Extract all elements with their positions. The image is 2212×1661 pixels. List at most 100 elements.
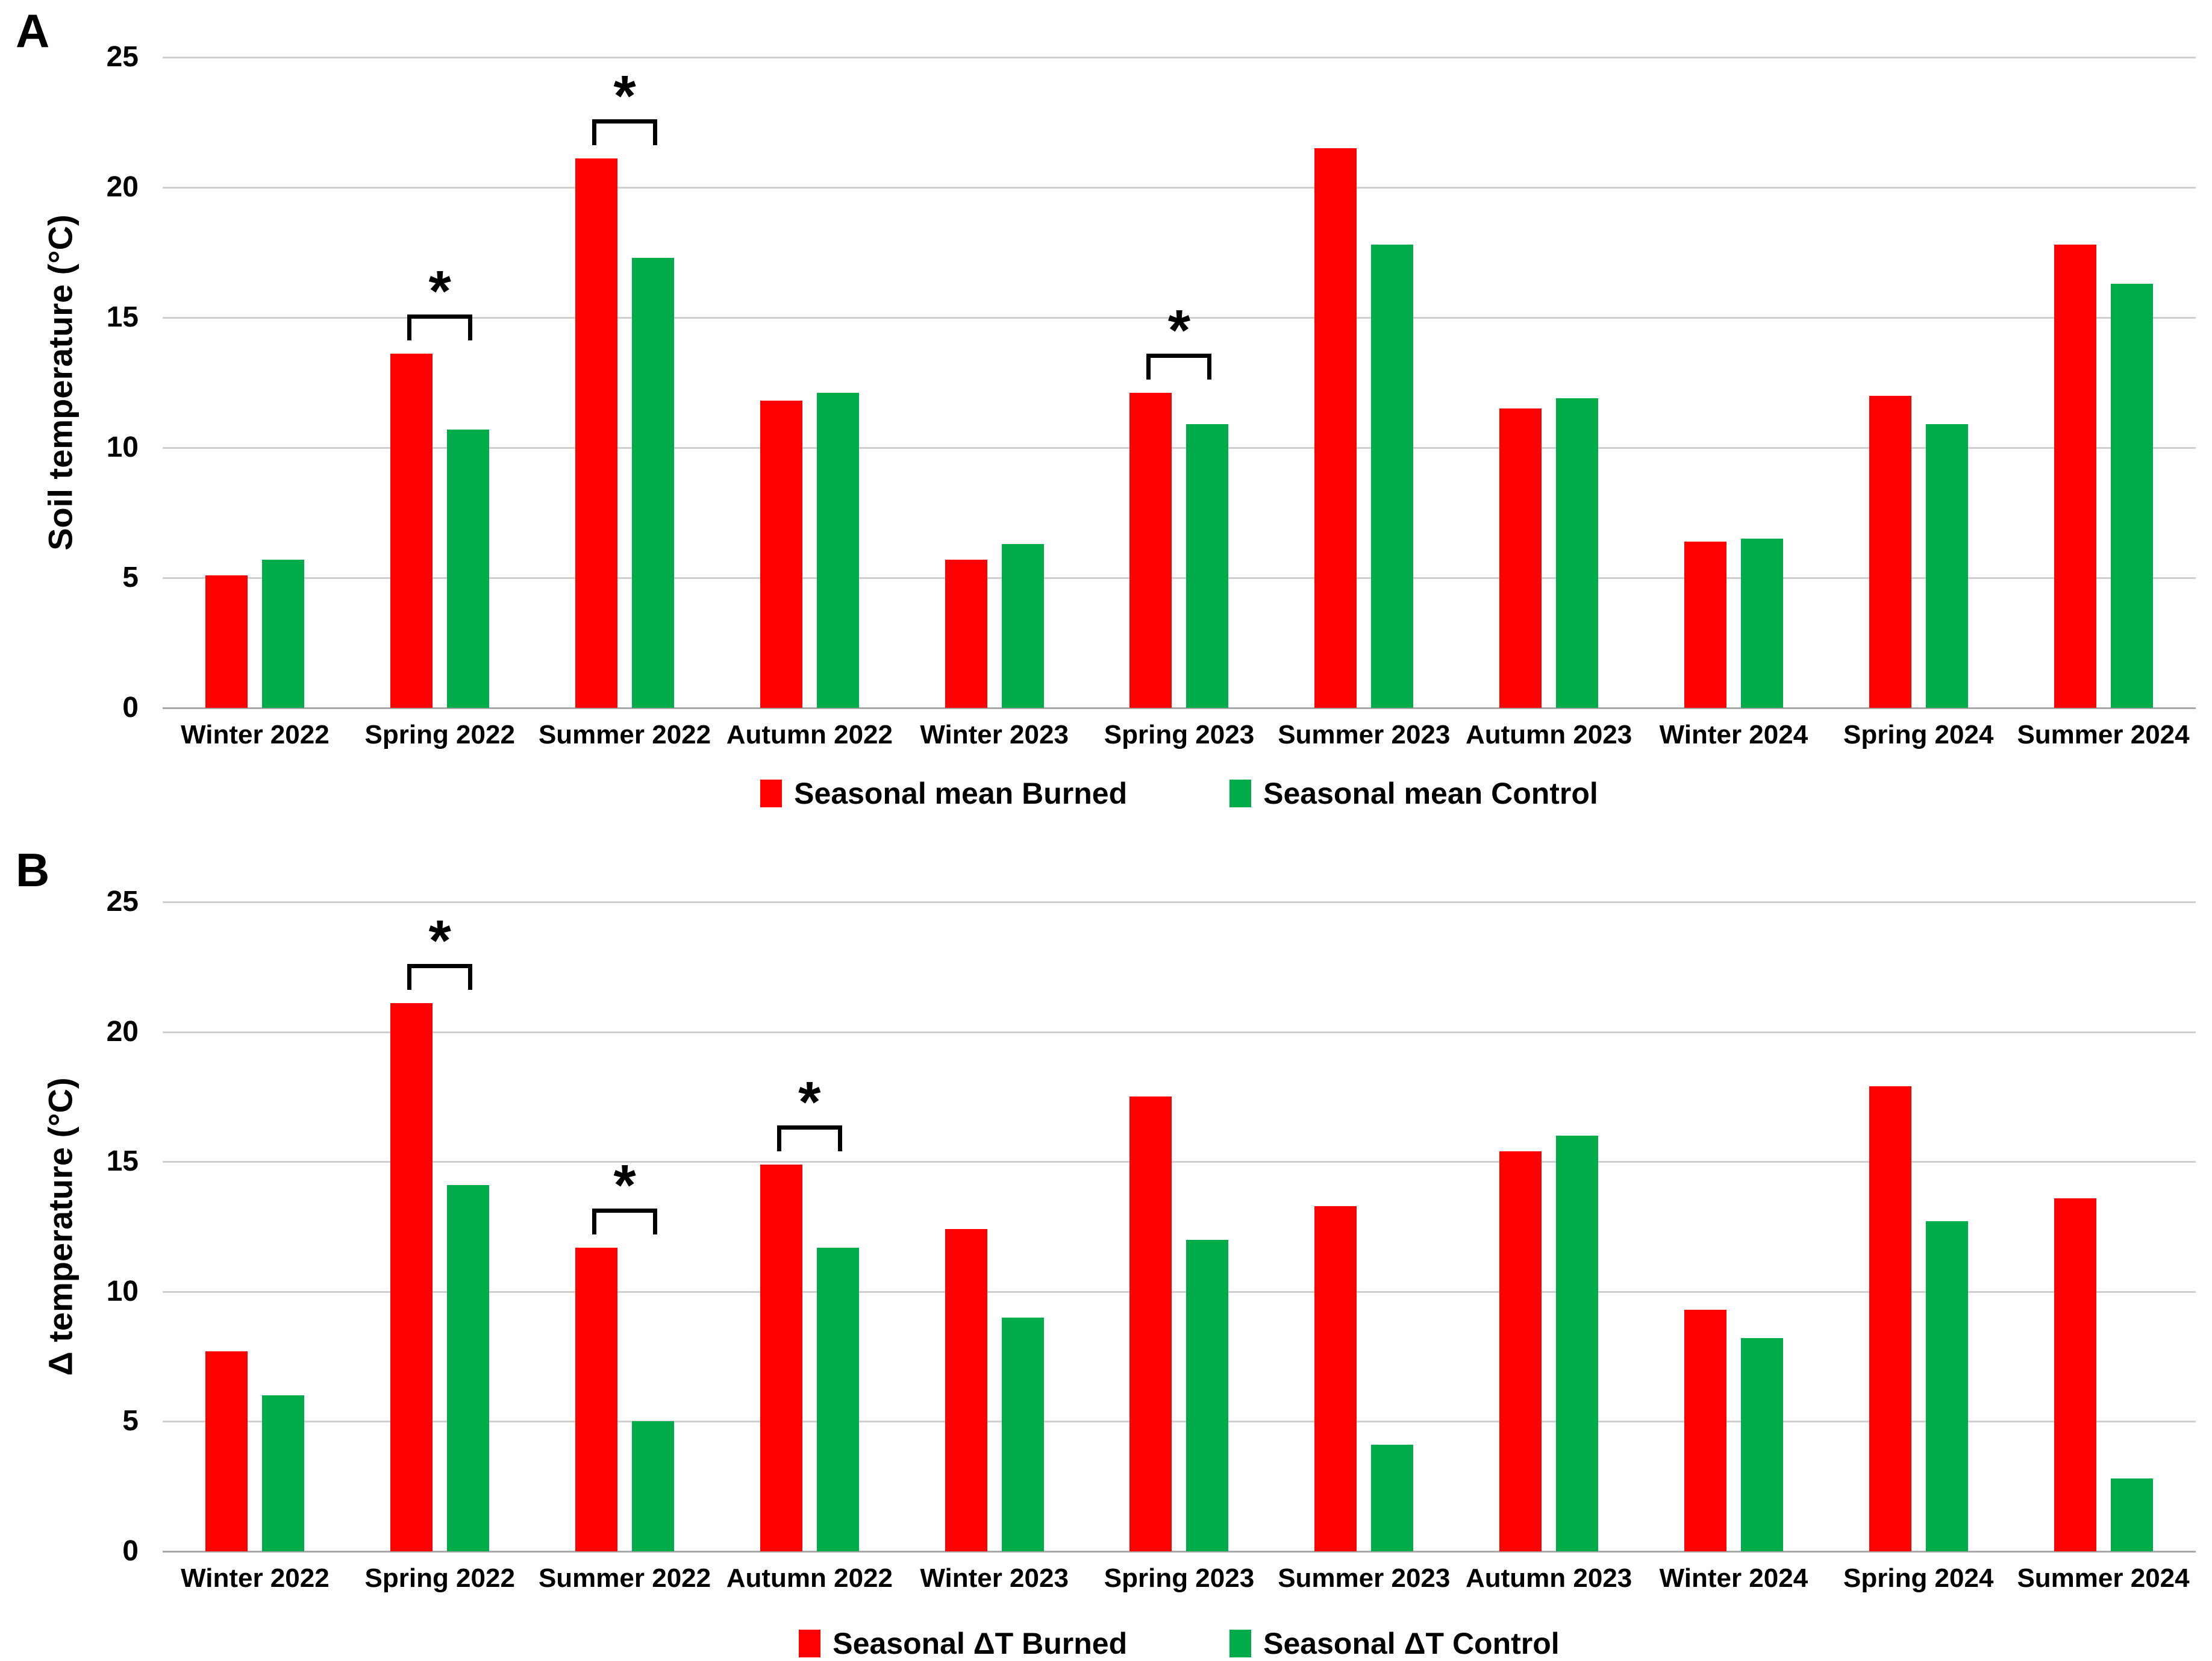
bar-pair (1129, 1096, 1229, 1551)
bar-pair (945, 1229, 1044, 1551)
category-group: * Spring 2023 (1087, 57, 1272, 749)
bar-pair (1869, 395, 1968, 708)
bar-pair (205, 559, 305, 708)
x-tick-label: Summer 2023 (1278, 1563, 1451, 1593)
y-tick-label: 5 (122, 1405, 139, 1437)
legend-item: Seasonal ΔT Burned (799, 1626, 1127, 1661)
bar (447, 1185, 490, 1551)
bar-pair (390, 1003, 490, 1551)
y-tick-label: 25 (106, 41, 139, 73)
asterisk: * (1167, 298, 1191, 363)
panel-b-legend: Seasonal ΔT Burned Seasonal ΔT Control (163, 1626, 2196, 1661)
y-tick-label: 0 (122, 692, 139, 724)
x-tick-label: Winter 2022 (181, 720, 330, 749)
x-axis-line (163, 707, 2196, 709)
significance-bracket (776, 1125, 842, 1151)
category-group: * Summer 2022 (533, 57, 717, 749)
bar (760, 1164, 802, 1551)
legend-label: Seasonal ΔT Burned (833, 1627, 1128, 1660)
bar (1740, 1338, 1783, 1551)
bar (1925, 1221, 1968, 1551)
x-tick-label: Spring 2024 (1843, 720, 1994, 749)
category-group: Spring 2024 (1826, 57, 2011, 749)
category-group: Spring 2023 (1087, 902, 1272, 1593)
x-tick-label: Summer 2024 (2017, 720, 2190, 749)
bar (2110, 1478, 2153, 1551)
category-group: Winter 2022 (163, 902, 348, 1593)
bar (816, 1247, 859, 1551)
x-tick-label: Spring 2023 (1104, 1563, 1255, 1593)
bar (1499, 408, 1542, 708)
bar-pair (1314, 148, 1414, 708)
bar (632, 1421, 675, 1551)
x-tick-label: Winter 2024 (1659, 720, 1808, 749)
bar (1314, 1206, 1357, 1551)
bar (262, 1395, 305, 1551)
bar-pair (2054, 245, 2153, 708)
bar (2054, 1198, 2096, 1551)
bar (575, 158, 618, 708)
bar-pair (1684, 539, 1783, 708)
bar (1556, 1136, 1599, 1551)
bar-pair (945, 543, 1044, 708)
bar-pair (1499, 1136, 1599, 1551)
legend-label: Seasonal mean Control (1263, 777, 1598, 810)
legend-label: Seasonal ΔT Control (1263, 1627, 1560, 1660)
bar (1684, 1309, 1726, 1551)
x-tick-label: Spring 2022 (364, 1563, 515, 1593)
significance-marker: * (407, 259, 473, 341)
category-group: Winter 2023 (902, 57, 1087, 749)
significance-bracket (407, 314, 473, 341)
bar (1186, 424, 1229, 708)
category-group: Spring 2024 (1826, 902, 2011, 1593)
significance-bracket (407, 964, 473, 990)
bar (1371, 245, 1414, 708)
legend-swatch (1229, 780, 1252, 807)
y-tick-label: 25 (106, 886, 139, 918)
bar-pair (1869, 1086, 1968, 1551)
x-tick-label: Spring 2022 (364, 720, 515, 749)
y-tick-label: 15 (106, 1145, 139, 1178)
legend-label: Seasonal mean Burned (794, 777, 1128, 810)
bar (1129, 1096, 1172, 1551)
asterisk: * (428, 259, 451, 324)
bar (1314, 148, 1357, 708)
significance-bracket (592, 119, 658, 146)
category-group: * Summer 2022 (533, 902, 717, 1593)
bar-pair (1684, 1309, 1783, 1551)
bar-pair (760, 393, 859, 708)
x-tick-label: Winter 2023 (920, 720, 1069, 749)
bar (390, 1003, 433, 1551)
category-group: Summer 2024 (2011, 57, 2196, 749)
bar-pair (760, 1164, 859, 1551)
panel-b-letter: B (16, 843, 50, 896)
bar (575, 1247, 618, 1551)
category-group: Summer 2024 (2011, 902, 2196, 1593)
x-tick-label: Summer 2023 (1278, 720, 1451, 749)
gridline (163, 1031, 2196, 1033)
bar (1684, 541, 1726, 708)
y-tick-label: 20 (106, 1015, 139, 1048)
category-group: Winter 2024 (1642, 57, 1826, 749)
bar-pair (1314, 1206, 1414, 1551)
legend-swatch (799, 1630, 821, 1657)
x-tick-label: Autumn 2022 (726, 720, 893, 749)
significance-bracket (592, 1208, 658, 1234)
asterisk: * (428, 909, 451, 974)
bar-pair (575, 158, 675, 708)
x-tick-label: Winter 2022 (181, 1563, 330, 1593)
gridline (163, 577, 2196, 579)
x-tick-label: Summer 2022 (538, 720, 711, 749)
y-tick-label: 5 (122, 561, 139, 593)
asterisk: * (798, 1069, 821, 1134)
legend-item: Seasonal ΔT Control (1229, 1626, 1560, 1661)
bar (945, 1229, 987, 1551)
category-group: Summer 2023 (1272, 902, 1457, 1593)
gridline (163, 1421, 2196, 1423)
significance-bracket (1146, 354, 1212, 380)
bar (205, 1351, 248, 1551)
gridline (163, 317, 2196, 319)
legend-swatch (1229, 1630, 1252, 1657)
bar (1001, 1317, 1044, 1551)
bar-pair (390, 354, 490, 708)
